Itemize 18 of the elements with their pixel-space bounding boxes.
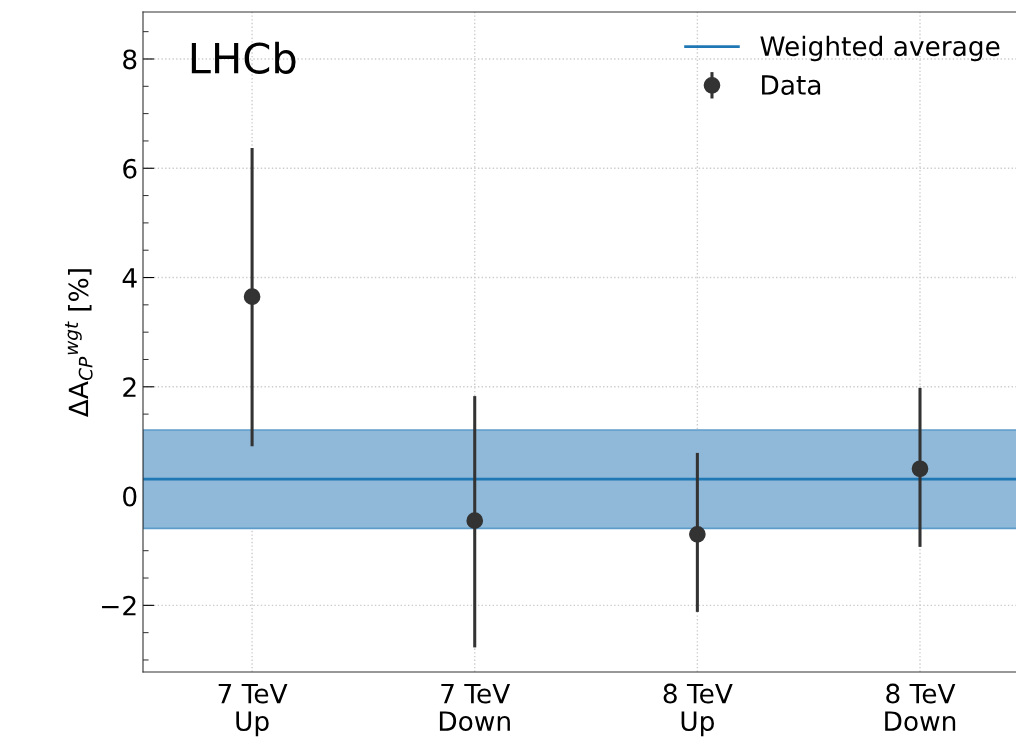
x-tick-label: 8 TeV Up — [663, 683, 733, 737]
point — [911, 460, 929, 478]
y-axis-title: ΔA$_{CP}$$^{wgt}$ [%] — [64, 269, 93, 417]
y-tick-label: −2 — [102, 595, 136, 616]
legend-label: Weighted average — [760, 35, 1000, 62]
y-tick-label: 4 — [122, 268, 137, 288]
x-tick-label: 7 TeV Down — [439, 683, 511, 732]
y-tick-label: 6 — [123, 158, 137, 179]
y-tick-label: 0 — [123, 486, 137, 507]
x-tick-label: 8 TeV Down — [885, 683, 956, 732]
y-tick-label: 2 — [123, 377, 136, 397]
legend-label: Data — [762, 75, 821, 95]
point — [243, 288, 261, 305]
point — [466, 512, 484, 529]
point — [689, 525, 706, 543]
x-tick-label: 7 TeV Up — [218, 683, 288, 737]
annotation: LHCb — [191, 41, 296, 74]
y-tick-label: 8 — [123, 49, 137, 70]
